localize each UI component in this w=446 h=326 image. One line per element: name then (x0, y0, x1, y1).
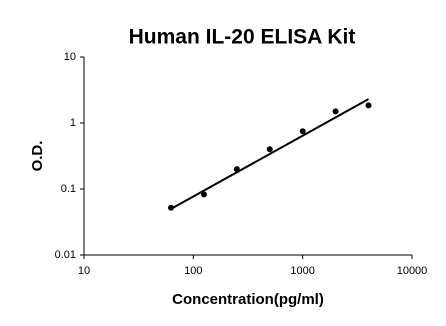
y-tick-label: 1 (70, 117, 76, 129)
x-tick-label: 10 (78, 265, 90, 277)
data-point (200, 191, 207, 198)
data-point (299, 128, 306, 135)
data-point (168, 204, 175, 211)
y-tick-label: 0.1 (61, 183, 76, 195)
data-point (233, 166, 240, 173)
fit-line (170, 98, 369, 210)
y-tick-label: 10 (64, 51, 76, 63)
x-tick-label: 10000 (397, 265, 428, 277)
x-tick-label: 100 (184, 265, 202, 277)
chart-title: Human IL-20 ELISA Kit (129, 26, 356, 49)
data-point (332, 108, 339, 115)
y-axis-label: O.D. (29, 141, 46, 172)
x-tick-label: 1000 (290, 265, 314, 277)
data-point (365, 102, 372, 109)
data-point (266, 146, 273, 153)
x-axis-label: Concentration(pg/ml) (172, 291, 324, 308)
y-tick-label: 0.01 (55, 249, 76, 261)
